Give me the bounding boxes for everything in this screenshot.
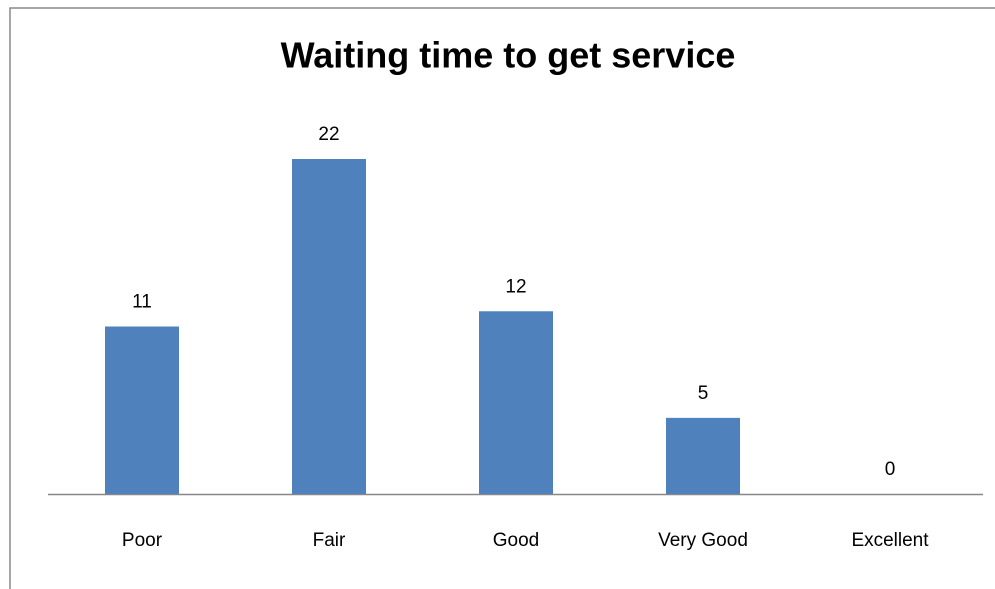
bar <box>479 311 553 494</box>
data-label: 11 <box>132 292 152 313</box>
x-tick-label: Excellent <box>851 530 929 551</box>
data-label: 12 <box>505 276 526 297</box>
x-tick-label: Fair <box>313 530 346 551</box>
data-label: 22 <box>318 124 339 145</box>
x-tick-label: Poor <box>122 530 163 551</box>
data-label: 5 <box>698 383 709 404</box>
bar <box>292 159 366 494</box>
chart-title: Waiting time to get service <box>281 35 736 76</box>
chart-frame <box>9 7 995 589</box>
data-label: 0 <box>885 459 896 480</box>
bar <box>666 417 740 494</box>
x-tick-label: Very Good <box>658 530 748 551</box>
bar <box>105 326 179 494</box>
x-tick-label: Good <box>493 530 539 551</box>
